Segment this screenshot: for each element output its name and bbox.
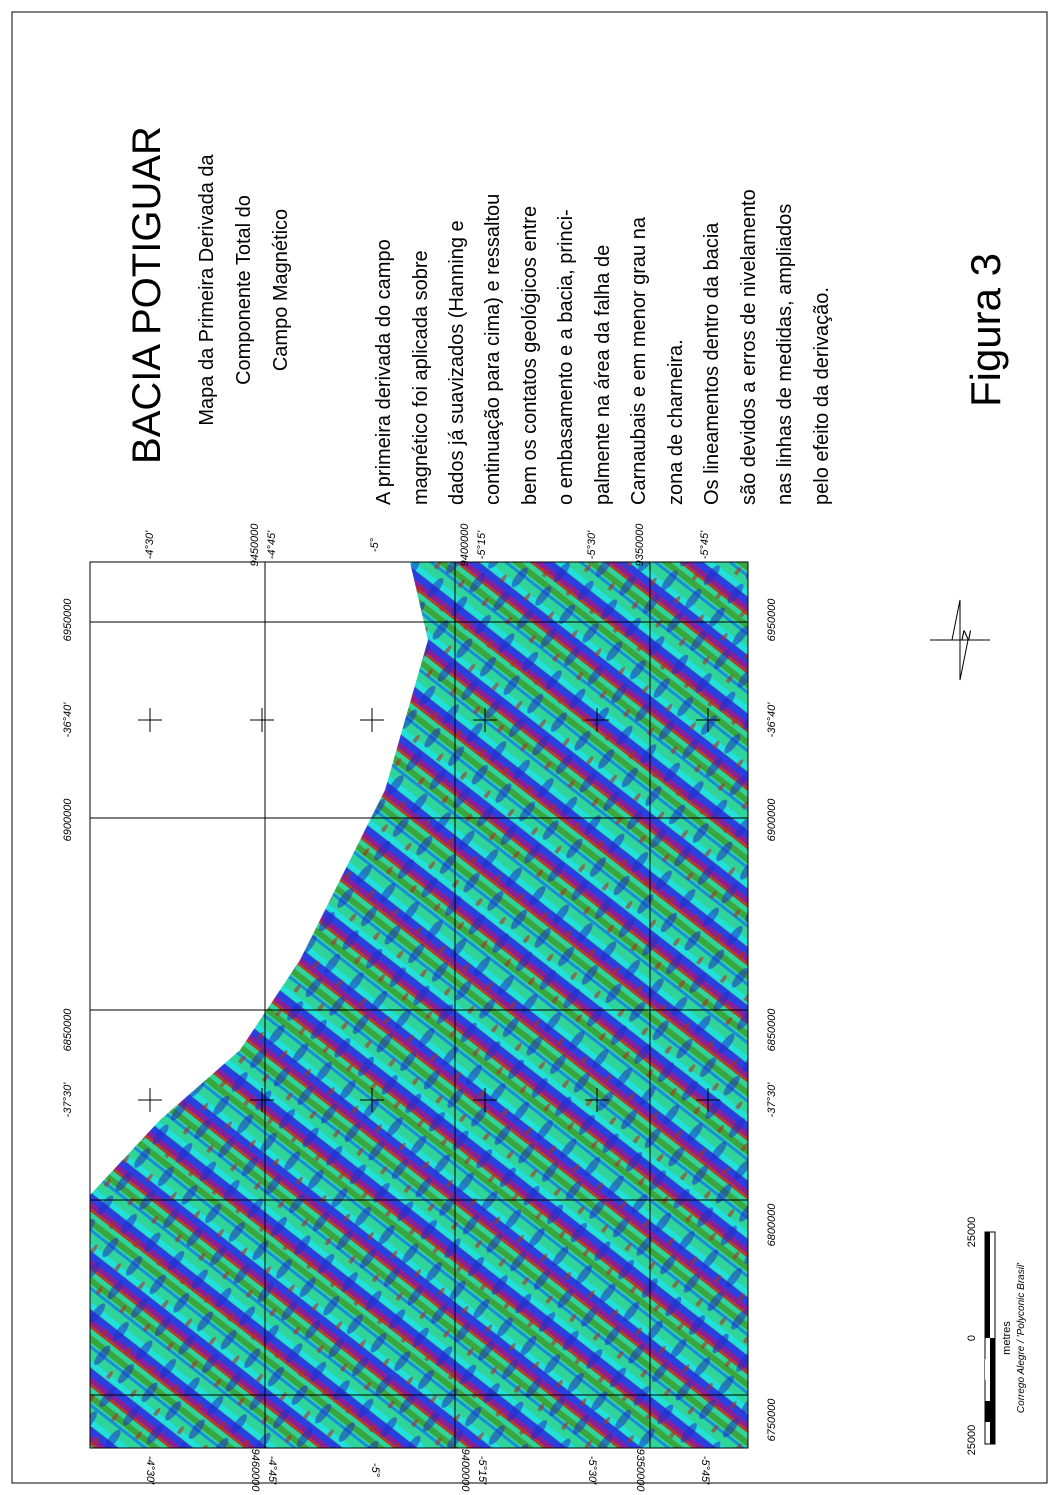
- map-axis-label: 9450000: [249, 523, 261, 567]
- title: BACIA POTIGUAR: [125, 126, 169, 464]
- map-axis-label: 9350000: [634, 1449, 646, 1493]
- map-axis-label: -5°30': [586, 1456, 598, 1485]
- map-axis-label: 6800000: [766, 1203, 778, 1247]
- description-line: Carnaubais e em menor grau na: [628, 216, 650, 505]
- map-axis-label: -36°40': [766, 702, 778, 738]
- scale-bar: [985, 1232, 995, 1444]
- scale-projection: Corrego Alegre / 'Polyconic Brasil': [1016, 1262, 1027, 1413]
- map-axis-label: 9350000: [634, 523, 646, 567]
- map-axis-label: -5°: [369, 537, 381, 552]
- north-label: N: [961, 627, 972, 643]
- map-axis-label: -5°45': [699, 1456, 711, 1485]
- description-line: Os lineamentos dentro da bacia: [701, 222, 723, 505]
- map-axis-label: -5°15': [476, 530, 488, 559]
- map-axis-label: -5°45': [699, 530, 711, 559]
- map-axis-label: 6900000: [62, 798, 74, 842]
- description-line: bem os contatos geológicos entre: [519, 206, 541, 505]
- description-line: magnético foi aplicada sobre: [410, 250, 432, 505]
- map-axis-label: -5°15': [476, 1456, 488, 1485]
- page: { "title": "BACIA POTIGUAR", "subtitle":…: [0, 0, 1059, 1495]
- map-axis-label: 6900000: [766, 798, 778, 842]
- description-line: continuação para cima) e ressaltou: [482, 194, 504, 505]
- description-line: zona de charneira.: [665, 339, 687, 505]
- scale-tick: 25000: [966, 1425, 978, 1456]
- map-axis-label: -37°30': [62, 1082, 74, 1118]
- map-axis-label: -4°30': [144, 1456, 156, 1485]
- map-axis-label: -4°45': [266, 1456, 278, 1485]
- map-axis-label: -5°30': [586, 530, 598, 559]
- map-axis-label: 9400000: [459, 1449, 471, 1493]
- map-axis-label: 6850000: [766, 1008, 778, 1052]
- subtitle-line: Mapa da Primeira Derivada da: [196, 154, 218, 426]
- description-line: palmente na área da falha de: [592, 245, 614, 505]
- map-axis-label: -36°40': [62, 702, 74, 738]
- map-axis-label: 6850000: [62, 1008, 74, 1052]
- map-axis-label: -4°30': [144, 530, 156, 559]
- magnetic-map: 6950000 -36°40' 6900000 6850000 -37°30' 69500…: [62, 523, 778, 1493]
- figure-label: Figura 3: [962, 253, 1009, 407]
- description-line: o embasamento e a bacia, princi-: [555, 209, 577, 505]
- map-axis-label: -4°45': [266, 530, 278, 559]
- map-axis-label: -5°: [369, 1463, 381, 1478]
- map-axis-label: 6950000: [766, 598, 778, 642]
- figure-page: 6950000 -36°40' 6900000 6850000 -37°30' 69500…: [0, 0, 1059, 1495]
- description-line: são devidos a erros de nivelamento: [738, 189, 760, 505]
- description-line: dados já suavizados (Hanning e: [446, 220, 468, 505]
- map-axis-label: 9400000: [459, 523, 471, 567]
- subtitle-line: Componente Total do: [233, 195, 255, 385]
- map-axis-label: -37°30': [766, 1082, 778, 1118]
- subtitle-line: Campo Magnético: [270, 209, 292, 371]
- map-axis-label: 6750000: [766, 1398, 778, 1442]
- scale-tick: 0: [966, 1335, 978, 1341]
- scale-unit: metres: [1001, 1321, 1013, 1355]
- scale-tick: 25000: [966, 1217, 978, 1248]
- description-line: A primeira derivada do campo: [373, 239, 395, 505]
- map-axis-label: 9460000: [249, 1449, 261, 1493]
- description-line: nas linhas de medidas, ampliados: [774, 204, 796, 505]
- map-axis-label: 6950000: [62, 598, 74, 642]
- description-line: pelo efeito da derivação.: [811, 287, 833, 505]
